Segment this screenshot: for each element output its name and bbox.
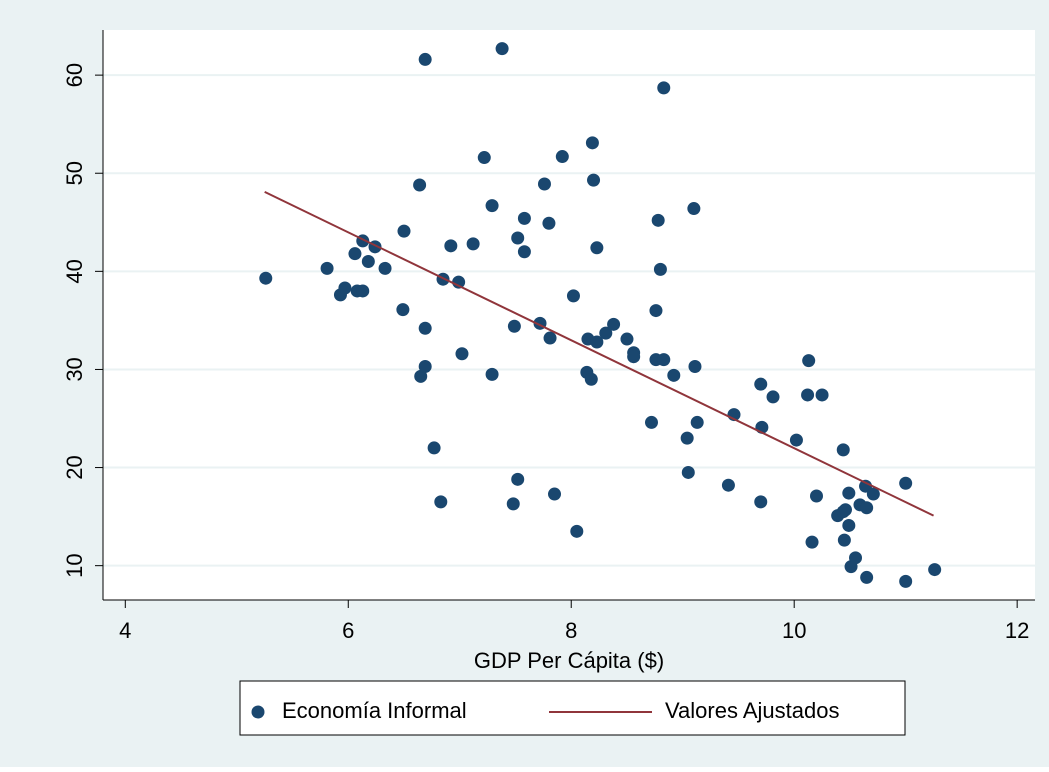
point (590, 335, 604, 349)
plot-area (103, 30, 1035, 600)
point (378, 261, 392, 275)
point (477, 151, 491, 165)
x-tick-label: 12 (1005, 618, 1029, 643)
point (849, 551, 863, 565)
point (511, 472, 525, 486)
x-tick-label: 8 (565, 618, 577, 643)
point (584, 372, 598, 386)
point (361, 255, 375, 269)
point (721, 478, 735, 492)
y-tick-label: 20 (62, 455, 87, 479)
point (585, 136, 599, 150)
legend-label: Valores Ajustados (665, 698, 839, 723)
point (899, 574, 913, 588)
point (607, 317, 621, 331)
point (649, 304, 663, 318)
point (837, 533, 851, 547)
point (590, 241, 604, 255)
point (789, 433, 803, 447)
point (690, 415, 704, 429)
fit-line (264, 190, 934, 517)
point (511, 231, 525, 245)
point (754, 495, 768, 509)
point (657, 81, 671, 95)
point (413, 178, 427, 192)
legend-marker (251, 705, 265, 719)
point (356, 284, 370, 298)
point (555, 150, 569, 164)
point (805, 535, 819, 549)
point (570, 524, 584, 538)
point (860, 570, 874, 584)
x-tick-label: 6 (342, 618, 354, 643)
point (566, 289, 580, 303)
point (427, 441, 441, 455)
point (644, 415, 658, 429)
point (517, 211, 531, 225)
legend (239, 680, 906, 736)
point (681, 465, 695, 479)
legend-label: Economía Informal (282, 698, 467, 723)
point (259, 271, 273, 285)
point (842, 518, 856, 532)
y-tick-label: 10 (62, 553, 87, 577)
point (651, 213, 665, 227)
point (627, 350, 641, 364)
point (348, 247, 362, 261)
point (537, 177, 551, 191)
point (653, 262, 667, 276)
point (801, 388, 815, 402)
point (414, 369, 428, 383)
point (542, 216, 556, 230)
point (507, 319, 521, 333)
point (899, 476, 913, 490)
y-tick-label: 40 (62, 259, 87, 283)
point (815, 388, 829, 402)
point (842, 486, 856, 500)
point (548, 487, 562, 501)
point (320, 261, 334, 275)
point (657, 353, 671, 367)
point (688, 360, 702, 374)
point (809, 489, 823, 503)
point (928, 563, 942, 577)
point (418, 360, 432, 374)
point (466, 237, 480, 251)
y-tick-label: 50 (62, 161, 87, 185)
point (444, 239, 458, 253)
point (620, 332, 634, 346)
point (485, 367, 499, 381)
point (338, 281, 352, 295)
point (667, 368, 681, 382)
point (802, 354, 816, 368)
y-tick-label: 30 (62, 357, 87, 381)
y-tick-label: 60 (62, 63, 87, 87)
point (754, 377, 768, 391)
x-tick-label: 10 (782, 618, 806, 643)
point (397, 224, 411, 238)
point (836, 443, 850, 457)
point (452, 275, 466, 289)
point (599, 326, 613, 340)
point (455, 347, 469, 361)
point (495, 42, 509, 56)
point (418, 321, 432, 335)
point (506, 497, 520, 511)
point (866, 487, 880, 501)
point (543, 331, 557, 345)
point (680, 431, 694, 445)
point (838, 503, 852, 517)
point (418, 52, 432, 66)
point (485, 199, 499, 213)
point (860, 501, 874, 515)
point (587, 173, 601, 187)
x-axis-label: GDP Per Cápita ($) (474, 648, 664, 673)
point (687, 202, 701, 216)
point (517, 245, 531, 259)
point (434, 495, 448, 509)
point (396, 303, 410, 317)
point (766, 390, 780, 404)
x-tick-label: 4 (119, 618, 131, 643)
